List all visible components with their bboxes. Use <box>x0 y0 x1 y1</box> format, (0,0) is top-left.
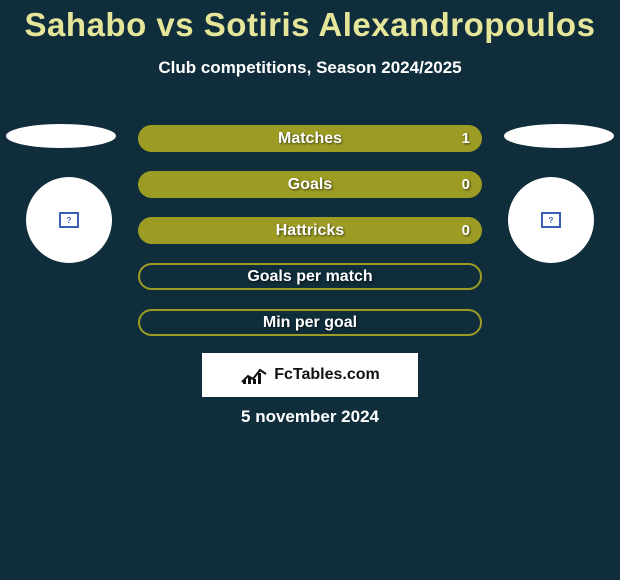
stat-value: 0 <box>462 217 470 244</box>
comparison-card: Sahabo vs Sotiris Alexandropoulos Club c… <box>0 0 620 580</box>
left-avatar-placeholder-icon: ? <box>59 212 79 228</box>
stat-label: Matches <box>138 125 482 152</box>
brand-text: FcTables.com <box>274 366 380 384</box>
right-avatar-placeholder-icon: ? <box>541 212 561 228</box>
right-player-avatar: ? <box>508 177 594 263</box>
stat-value: 0 <box>462 171 470 198</box>
right-player-name-pill <box>504 124 614 148</box>
page-subtitle: Club competitions, Season 2024/2025 <box>0 58 620 78</box>
stat-value: 1 <box>462 125 470 152</box>
stat-label: Hattricks <box>138 217 482 244</box>
stat-bar-matches: Matches 1 <box>138 125 482 152</box>
stat-bars: Matches 1 Goals 0 Hattricks 0 Goals per … <box>138 125 482 336</box>
left-player-avatar: ? <box>26 177 112 263</box>
chart-up-icon <box>240 364 268 386</box>
brand-box: FcTables.com <box>202 353 418 397</box>
stat-bar-goals-per-match: Goals per match <box>138 263 482 290</box>
card-date: 5 november 2024 <box>0 407 620 427</box>
stat-bar-goals: Goals 0 <box>138 171 482 198</box>
stat-bar-min-per-goal: Min per goal <box>138 309 482 336</box>
stat-label: Min per goal <box>140 311 480 334</box>
page-title: Sahabo vs Sotiris Alexandropoulos <box>0 0 620 44</box>
stat-bar-hattricks: Hattricks 0 <box>138 217 482 244</box>
stat-label: Goals per match <box>140 265 480 288</box>
stat-label: Goals <box>138 171 482 198</box>
left-player-name-pill <box>6 124 116 148</box>
